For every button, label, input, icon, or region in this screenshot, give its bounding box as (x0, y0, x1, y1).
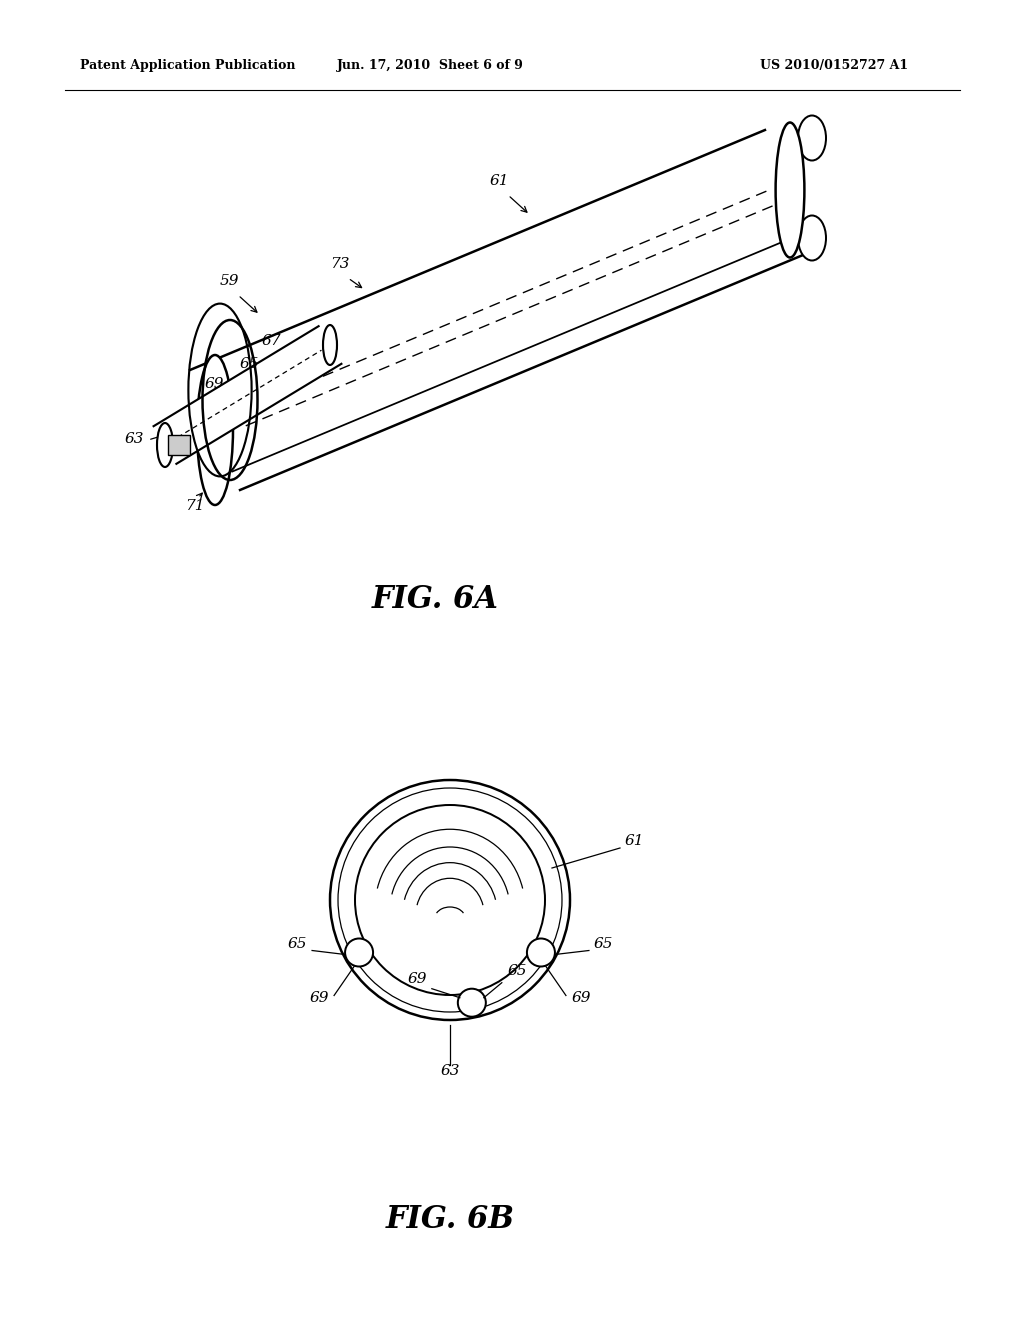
Text: FIG. 6B: FIG. 6B (385, 1204, 514, 1236)
Circle shape (338, 788, 562, 1012)
Ellipse shape (197, 355, 233, 506)
Ellipse shape (798, 215, 826, 260)
Text: Patent Application Publication: Patent Application Publication (80, 58, 296, 71)
Text: 71: 71 (185, 499, 205, 513)
Text: 61: 61 (490, 174, 510, 187)
Text: 73: 73 (330, 257, 349, 271)
Text: 63: 63 (440, 1064, 460, 1078)
Circle shape (345, 939, 373, 966)
Circle shape (330, 780, 570, 1020)
Circle shape (458, 989, 485, 1016)
Text: 69: 69 (571, 991, 591, 1006)
Polygon shape (190, 129, 815, 490)
Text: 69: 69 (205, 378, 224, 391)
Text: 65: 65 (288, 936, 307, 950)
Text: 65: 65 (593, 936, 612, 950)
Text: US 2010/0152727 A1: US 2010/0152727 A1 (760, 58, 908, 71)
Ellipse shape (157, 422, 173, 467)
Text: 61: 61 (625, 834, 644, 847)
Ellipse shape (323, 325, 337, 366)
Polygon shape (154, 326, 341, 463)
Bar (168, 436, 190, 455)
Text: 63: 63 (125, 432, 144, 446)
Text: 67: 67 (262, 334, 282, 348)
Circle shape (527, 939, 555, 966)
Text: 59: 59 (220, 275, 240, 288)
Text: Jun. 17, 2010  Sheet 6 of 9: Jun. 17, 2010 Sheet 6 of 9 (337, 58, 523, 71)
Ellipse shape (798, 116, 826, 161)
Text: 69: 69 (408, 972, 427, 986)
Text: 65: 65 (507, 964, 526, 978)
Ellipse shape (775, 123, 805, 257)
Text: FIG. 6A: FIG. 6A (372, 585, 499, 615)
Circle shape (355, 805, 545, 995)
Text: 65: 65 (240, 356, 259, 371)
Text: 69: 69 (309, 991, 329, 1006)
